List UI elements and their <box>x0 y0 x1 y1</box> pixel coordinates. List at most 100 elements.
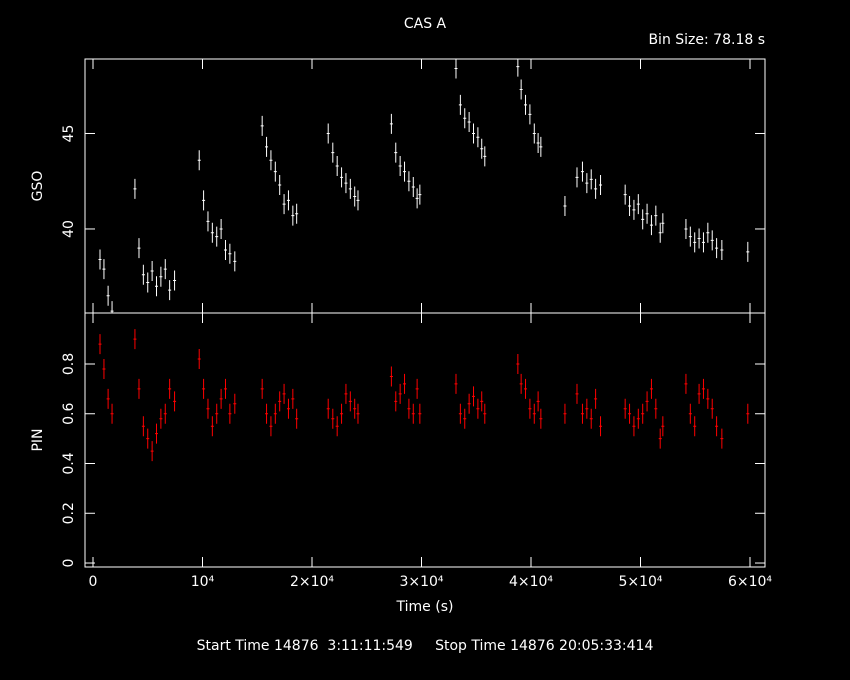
data-point <box>684 373 688 394</box>
data-point <box>697 383 701 404</box>
data-point <box>163 403 167 424</box>
data-point <box>623 184 627 205</box>
data-point <box>589 408 593 429</box>
data-point <box>463 108 467 129</box>
data-point <box>219 388 223 409</box>
data-point <box>411 403 415 424</box>
time-range: Start Time 14876 3:11:11:549 Stop Time 1… <box>197 638 654 654</box>
y-axis-label: GSO <box>30 171 46 202</box>
data-point <box>273 161 277 182</box>
x-tick-label: 3×10⁴ <box>399 574 443 590</box>
data-point <box>472 386 476 407</box>
data-point <box>210 222 214 243</box>
data-point <box>415 188 419 209</box>
data-point <box>519 79 523 100</box>
data-point <box>173 270 177 291</box>
data-point <box>411 176 415 197</box>
x-tick-label: 5×10⁴ <box>618 574 662 590</box>
data-point <box>133 329 137 350</box>
data-point <box>706 222 710 243</box>
data-point <box>599 175 603 196</box>
data-point <box>746 403 750 424</box>
data-point <box>155 276 159 297</box>
data-point <box>215 403 219 424</box>
data-point <box>661 416 665 437</box>
data-point <box>516 59 520 77</box>
data-point <box>536 391 540 412</box>
data-point <box>589 169 593 190</box>
y-tick-label: 0.8 <box>61 353 77 375</box>
data-point <box>467 112 471 133</box>
data-point <box>467 393 471 414</box>
data-point <box>575 383 579 404</box>
data-point <box>110 301 114 313</box>
data-point <box>398 383 402 404</box>
data-point <box>746 241 750 262</box>
data-point <box>645 203 649 224</box>
data-point <box>476 398 480 419</box>
data-point <box>641 209 645 230</box>
y-tick-label: 0.2 <box>61 502 77 524</box>
data-point <box>398 155 402 176</box>
data-point <box>394 142 398 163</box>
data-point <box>146 428 150 449</box>
data-point <box>228 243 232 264</box>
data-point <box>516 353 520 374</box>
data-point <box>197 349 201 370</box>
data-point <box>295 203 299 224</box>
data-point <box>265 136 269 157</box>
data-point <box>536 133 540 154</box>
data-point <box>356 190 360 211</box>
data-point <box>137 378 141 399</box>
data-point <box>636 194 640 215</box>
data-point <box>418 403 422 424</box>
data-point <box>594 178 598 199</box>
bin-size: Bin Size: 78.18 s <box>648 32 765 48</box>
data-point <box>150 260 154 281</box>
data-point <box>159 408 163 429</box>
data-point <box>356 403 360 424</box>
data-point <box>348 391 352 412</box>
data-point <box>206 211 210 232</box>
data-point <box>286 190 290 211</box>
data-point <box>403 373 407 394</box>
data-point <box>532 123 536 144</box>
data-point <box>563 196 567 217</box>
data-point <box>291 388 295 409</box>
data-point <box>278 175 282 196</box>
data-point <box>219 218 223 239</box>
y-tick-label: 45 <box>61 125 77 143</box>
data-point <box>654 205 658 226</box>
x-axis-label: Time (s) <box>396 599 454 615</box>
data-point <box>228 403 232 424</box>
data-point <box>215 226 219 247</box>
data-point <box>141 416 145 437</box>
data-point <box>697 228 701 249</box>
data-point <box>106 388 110 409</box>
data-point <box>133 178 137 199</box>
data-point <box>137 238 141 259</box>
data-point <box>163 259 167 280</box>
data-point <box>141 264 145 285</box>
data-point <box>458 94 462 115</box>
x-tick-label: 6×10⁴ <box>728 574 772 590</box>
data-point <box>480 138 484 159</box>
y-tick-label: 0.4 <box>61 452 77 474</box>
data-point <box>295 408 299 429</box>
data-point <box>340 403 344 424</box>
data-point <box>519 373 523 394</box>
data-point <box>233 251 237 272</box>
data-point <box>458 403 462 424</box>
data-point <box>463 408 467 429</box>
data-point <box>693 416 697 437</box>
data-point <box>407 398 411 419</box>
y-tick-label: 40 <box>61 220 77 238</box>
data-point <box>168 280 172 301</box>
panel-frame <box>84 58 766 314</box>
data-point <box>575 167 579 188</box>
data-point <box>202 190 206 211</box>
data-point <box>353 186 357 207</box>
data-point <box>706 388 710 409</box>
data-point <box>688 403 692 424</box>
data-point <box>202 378 206 399</box>
